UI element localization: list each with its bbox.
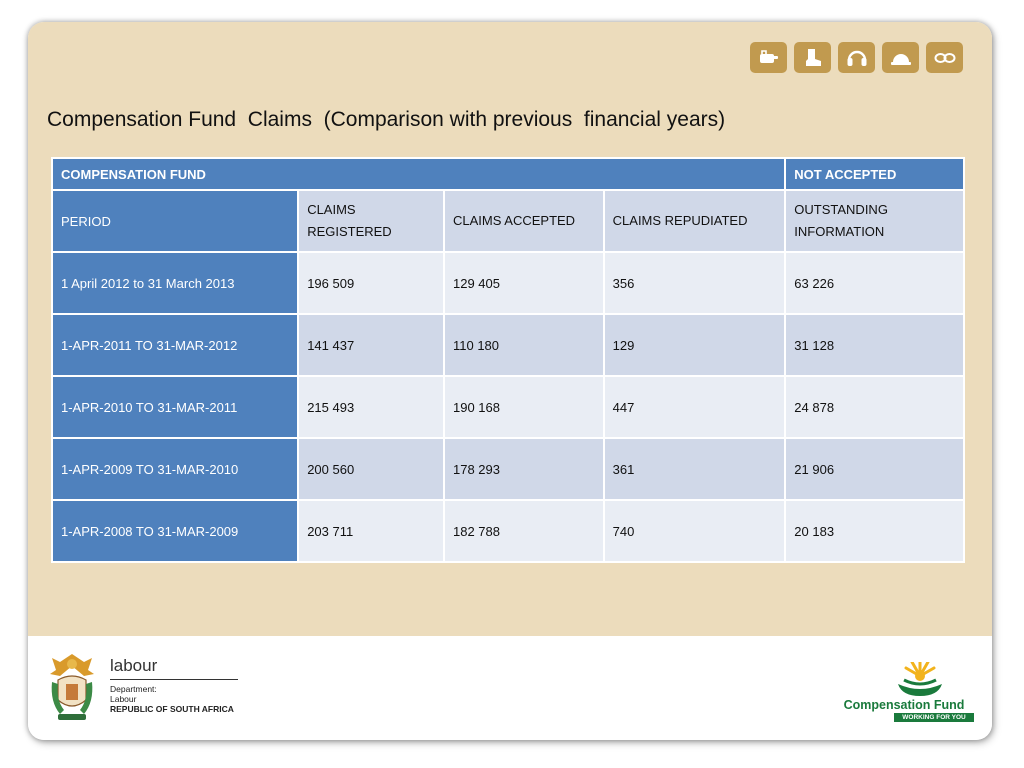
period-header: PERIOD	[50, 189, 300, 253]
table-row: 1-APR-2011 TO 31-MAR-2012 141 437 110 18…	[50, 313, 965, 377]
period-cell: 1-APR-2008 TO 31-MAR-2009	[50, 499, 300, 563]
registered-cell: 215 493	[297, 375, 445, 439]
table-row: 1-APR-2009 TO 31-MAR-2010 200 560 178 29…	[50, 437, 965, 501]
registered-cell: 141 437	[297, 313, 445, 377]
period-cell: 1 April 2012 to 31 March 2013	[50, 251, 300, 315]
column-header-row: PERIOD CLAIMS REGISTERED CLAIMS ACCEPTED…	[50, 189, 965, 253]
registered-cell: 200 560	[297, 437, 445, 501]
period-cell: 1-APR-2009 TO 31-MAR-2010	[50, 437, 300, 501]
accepted-cell: 178 293	[442, 437, 605, 501]
footer: labour Department: Labour REPUBLIC OF SO…	[28, 636, 992, 740]
repudiated-cell: 447	[602, 375, 787, 439]
compensation-fund-logo: Compensation Fund WORKING FOR YOU	[834, 658, 976, 726]
safety-goggles-icon	[926, 42, 963, 73]
repudiated-cell: 129	[602, 313, 787, 377]
dol-department-label: Department:	[110, 684, 157, 694]
sun-hands-icon	[898, 658, 942, 696]
outstanding-cell: 21 906	[784, 437, 965, 501]
coat-of-arms-icon	[50, 654, 94, 720]
period-cell: 1-APR-2011 TO 31-MAR-2012	[50, 313, 300, 377]
table-row: 1 April 2012 to 31 March 2013 196 509 12…	[50, 251, 965, 315]
group-header-row: COMPENSATION FUND NOT ACCEPTED	[50, 157, 965, 191]
cf-tagline: WORKING FOR YOU	[894, 713, 974, 722]
accepted-cell: 190 168	[442, 375, 605, 439]
outstanding-cell: 24 878	[784, 375, 965, 439]
dol-name: labour	[110, 656, 238, 680]
outstanding-cell: 20 183	[784, 499, 965, 563]
cf-name: Compensation Fund	[843, 698, 965, 712]
accepted-cell: 110 180	[442, 313, 605, 377]
table-row: 1-APR-2010 TO 31-MAR-2011 215 493 190 16…	[50, 375, 965, 439]
claims-table: COMPENSATION FUND NOT ACCEPTED PERIOD CL…	[50, 157, 965, 563]
page-title: Compensation Fund Claims (Comparison wit…	[47, 108, 726, 131]
repudiated-cell: 356	[602, 251, 787, 315]
hard-hat-icon	[882, 42, 919, 73]
slide: Compensation Fund Claims (Comparison wit…	[28, 22, 992, 740]
claims-accepted-header: CLAIMS ACCEPTED	[442, 189, 605, 253]
content-area: Compensation Fund Claims (Comparison wit…	[28, 22, 992, 636]
accepted-cell: 182 788	[442, 499, 605, 563]
dol-branding: labour Department: Labour REPUBLIC OF SO…	[110, 656, 240, 714]
safety-icons	[750, 42, 963, 73]
registered-cell: 196 509	[297, 251, 445, 315]
table-row: 1-APR-2008 TO 31-MAR-2009 203 711 182 78…	[50, 499, 965, 563]
not-accepted-header: NOT ACCEPTED	[784, 157, 965, 191]
hand-tool-icon	[750, 42, 787, 73]
outstanding-information-header: OUTSTANDING INFORMATION	[784, 189, 965, 253]
claims-registered-header: CLAIMS REGISTERED	[297, 189, 445, 253]
registered-cell: 203 711	[297, 499, 445, 563]
boot-icon	[794, 42, 831, 73]
dol-country: REPUBLIC OF SOUTH AFRICA	[110, 704, 234, 714]
repudiated-cell: 740	[602, 499, 787, 563]
outstanding-cell: 63 226	[784, 251, 965, 315]
period-cell: 1-APR-2010 TO 31-MAR-2011	[50, 375, 300, 439]
ear-muffs-icon	[838, 42, 875, 73]
repudiated-cell: 361	[602, 437, 787, 501]
compensation-fund-header: COMPENSATION FUND	[50, 157, 787, 191]
dol-department-name: Labour	[110, 694, 137, 704]
accepted-cell: 129 405	[442, 251, 605, 315]
outstanding-cell: 31 128	[784, 313, 965, 377]
claims-repudiated-header: CLAIMS REPUDIATED	[602, 189, 787, 253]
